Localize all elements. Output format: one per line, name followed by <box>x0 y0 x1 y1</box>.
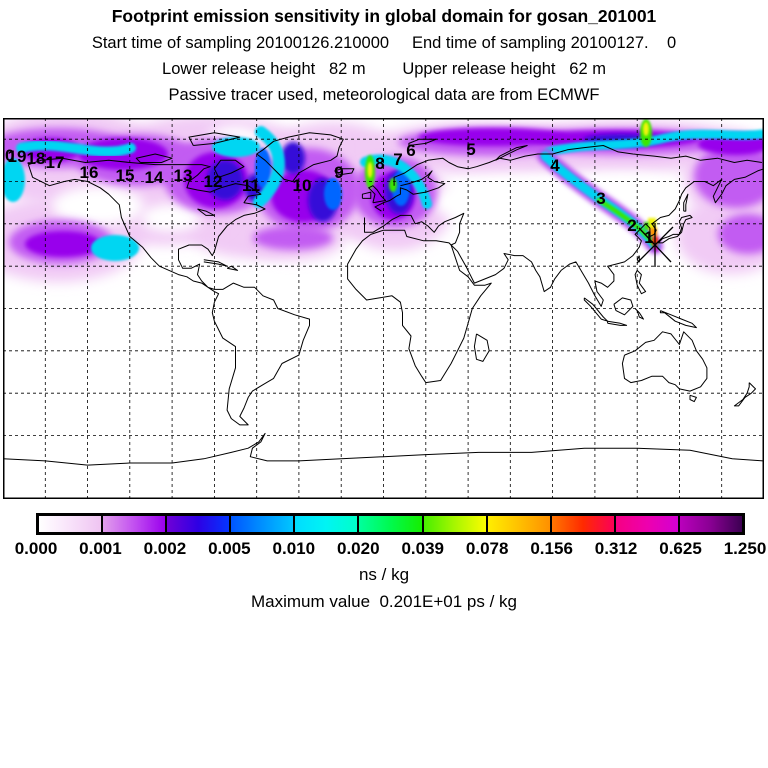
colorbar-segment <box>293 516 358 532</box>
colorbar-tick-label: 0.010 <box>272 539 316 558</box>
colorbar <box>36 513 745 535</box>
colorbar-tick-label: 0.000 <box>14 539 58 558</box>
trajectory-day-label: 8 <box>375 154 384 173</box>
colorbar-segment <box>229 516 294 532</box>
colorbar-segment <box>39 516 102 532</box>
colorbar-segment <box>101 516 166 532</box>
colorbar-segment <box>421 516 486 532</box>
figure-title: Footprint emission sensitivity in global… <box>111 6 657 26</box>
trajectory-day-label: 7 <box>393 150 402 169</box>
trajectory-day-label: 5 <box>466 140 475 159</box>
colorbar-tick-label: 0.005 <box>208 539 251 558</box>
colorbar-tick-label: 0.312 <box>594 539 638 558</box>
trajectory-day-label: 1 <box>644 228 653 247</box>
colorbar-segment <box>549 516 614 532</box>
trajectory-day-label: 9 <box>334 163 343 182</box>
colorbar-tick-label: 0.001 <box>79 539 122 558</box>
world-map: 20191817 16 15 14 13 12 11 10 9 876 5 4 3 21 <box>3 118 764 499</box>
trajectory-day-label: 16 <box>80 163 99 182</box>
graticule <box>3 118 764 499</box>
trajectory-day-label: 20 <box>3 146 14 165</box>
colorbar-tick-label: 0.020 <box>336 539 380 558</box>
trajectory-day-label: 4 <box>550 156 560 175</box>
trajectory-day-label: 6 <box>406 141 415 160</box>
colorbar-segment <box>357 516 422 532</box>
colorbar-segment <box>613 516 678 532</box>
trajectory-day-label: 18 <box>27 149 46 168</box>
map-border <box>3 118 764 499</box>
trajectory-day-label: 15 <box>116 166 135 185</box>
trajectory-day-label: 10 <box>293 176 312 195</box>
colorbar-segment <box>485 516 550 532</box>
colorbar-units-label: ns / kg <box>358 565 410 584</box>
trajectory-day-label: 12 <box>204 172 223 191</box>
tracer-meteo-line: Passive tracer used, meteorological data… <box>168 86 600 104</box>
trajectory-day-label: 14 <box>145 168 164 187</box>
trajectory-day-label: 13 <box>174 166 193 185</box>
sensitivity-field <box>3 118 764 282</box>
coastlines <box>3 132 764 466</box>
sampling-time-line: Start time of sampling 20100126.210000 E… <box>91 34 677 52</box>
trajectory-day-label: 17 <box>46 153 65 172</box>
trajectory-day-label: 19 <box>8 147 27 166</box>
trajectory-day-labels: 20191817 16 15 14 13 12 11 10 9 876 5 4 3 21 <box>3 140 654 247</box>
release-height-line: Lower release height 82 m Upper release … <box>162 60 606 78</box>
trajectory-day-label: 2 <box>627 216 636 235</box>
colorbar-tick-label: 0.039 <box>401 539 444 558</box>
colorbar-tick-label: 0.156 <box>530 539 573 558</box>
colorbar-tick-label: 1.250 <box>723 539 767 558</box>
trajectory-day-label: 3 <box>596 189 605 208</box>
source-star-icon <box>636 223 674 267</box>
colorbar-tick-label: 0.078 <box>465 539 509 558</box>
colorbar-segment <box>165 516 230 532</box>
trajectory-day-label: 11 <box>242 176 260 195</box>
max-value-label: Maximum value 0.201E+01 ps / kg <box>251 592 517 611</box>
colorbar-tick-label: 0.625 <box>659 539 702 558</box>
colorbar-tick-label: 0.002 <box>143 539 187 558</box>
colorbar-segment <box>677 516 743 532</box>
